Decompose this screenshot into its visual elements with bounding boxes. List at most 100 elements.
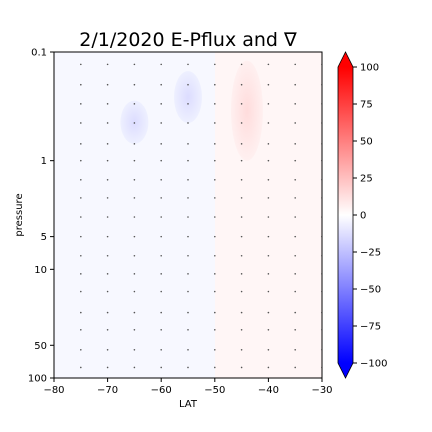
quiver-point: [267, 159, 270, 162]
colorbar-tick-label: 25: [360, 174, 373, 185]
quiver-point: [187, 254, 189, 257]
quiver-point: [160, 179, 162, 181]
quiver-point: [160, 311, 162, 314]
quiver-point: [294, 348, 297, 351]
quiver-point: [80, 83, 82, 86]
quiver-point: [214, 122, 216, 124]
quiver-point: [294, 159, 297, 162]
quiver-point: [214, 366, 216, 369]
quiver-point: [106, 235, 109, 238]
quiver-point: [240, 366, 243, 369]
quiver-point: [80, 366, 82, 369]
quiver-point: [187, 83, 189, 86]
colorbar-tick-label: 75: [360, 100, 373, 111]
colorbar-tick-label: 0: [360, 211, 366, 222]
quiver-point: [214, 197, 216, 199]
quiver-point: [294, 290, 297, 293]
quiver-point: [240, 197, 243, 199]
anomaly-0: [174, 71, 202, 123]
quiver-point: [187, 348, 189, 351]
quiver-point: [133, 179, 136, 181]
quiver-point: [240, 179, 243, 181]
quiver-point: [267, 179, 270, 181]
quiver-point: [80, 254, 82, 257]
quiver-point: [187, 63, 189, 66]
y-tick-label: 5: [41, 232, 47, 243]
colorbar-tick-label: 100: [360, 63, 379, 74]
quiver-point: [214, 216, 216, 218]
y-tick-label: 0.1: [31, 48, 47, 59]
quiver-point: [267, 311, 270, 314]
quiver-point: [133, 311, 136, 314]
quiver-point: [214, 348, 216, 351]
quiver-point: [240, 216, 243, 218]
quiver-point: [133, 143, 136, 145]
quiver-point: [106, 63, 109, 66]
quiver-point: [187, 103, 189, 105]
quiver-point: [214, 235, 216, 238]
quiver-point: [80, 122, 82, 124]
quiver-point: [240, 273, 243, 275]
quiver-point: [106, 159, 109, 162]
quiver-point: [240, 348, 243, 351]
quiver-point: [160, 159, 162, 162]
quiver-point: [80, 348, 82, 351]
quiver-point: [214, 273, 216, 275]
y-tick-label: 1: [41, 156, 47, 167]
quiver-point: [106, 254, 109, 257]
quiver-point: [240, 290, 243, 293]
quiver-point: [240, 328, 243, 331]
colorbar-tick-label: 50: [360, 137, 373, 148]
quiver-point: [240, 159, 243, 162]
colorbar-tick-label: −100: [360, 359, 387, 370]
quiver-point: [106, 216, 109, 218]
quiver-point: [267, 103, 270, 105]
colorbar-tick-label: −50: [360, 285, 381, 296]
quiver-point: [267, 290, 270, 293]
colorbar-tick-label: −75: [360, 322, 381, 333]
quiver-point: [133, 122, 136, 124]
quiver-point: [240, 235, 243, 238]
x-axis-label: LAT: [179, 399, 198, 410]
quiver-point: [214, 159, 216, 162]
plot-frame: [53, 51, 323, 379]
quiver-point: [133, 348, 136, 351]
quiver-point: [187, 143, 189, 145]
x-tick-label: −70: [97, 385, 118, 396]
quiver-point: [106, 179, 109, 181]
quiver-point: [80, 159, 82, 162]
quiver-point: [80, 235, 82, 238]
quiver-point: [187, 235, 189, 238]
quiver-point: [80, 63, 82, 66]
quiver-point: [240, 254, 243, 257]
quiver-point: [187, 216, 189, 218]
quiver-point: [133, 254, 136, 257]
quiver-point: [160, 254, 162, 257]
quiver-point: [160, 197, 162, 199]
quiver-point: [133, 197, 136, 199]
y-tick-label: 50: [34, 341, 47, 352]
quiver-point: [240, 63, 243, 66]
quiver-point: [133, 216, 136, 218]
quiver-point: [160, 273, 162, 275]
quiver-point: [133, 235, 136, 238]
quiver-point: [267, 348, 270, 351]
chart-title: 2/1/2020 E-Pflux and ∇: [79, 29, 297, 51]
quiver-point: [106, 197, 109, 199]
quiver-point: [106, 103, 109, 105]
quiver-point: [80, 197, 82, 199]
quiver-point: [267, 328, 270, 331]
quiver-point: [133, 328, 136, 331]
quiver-point: [160, 235, 162, 238]
quiver-point: [240, 103, 243, 105]
quiver-point: [294, 366, 297, 369]
quiver-point: [133, 290, 136, 293]
quiver-point: [294, 235, 297, 238]
quiver-point: [294, 216, 297, 218]
quiver-point: [80, 311, 82, 314]
quiver-point: [240, 122, 243, 124]
quiver-point: [214, 254, 216, 257]
quiver-point: [187, 328, 189, 331]
quiver-point: [80, 273, 82, 275]
quiver-point: [267, 254, 270, 257]
